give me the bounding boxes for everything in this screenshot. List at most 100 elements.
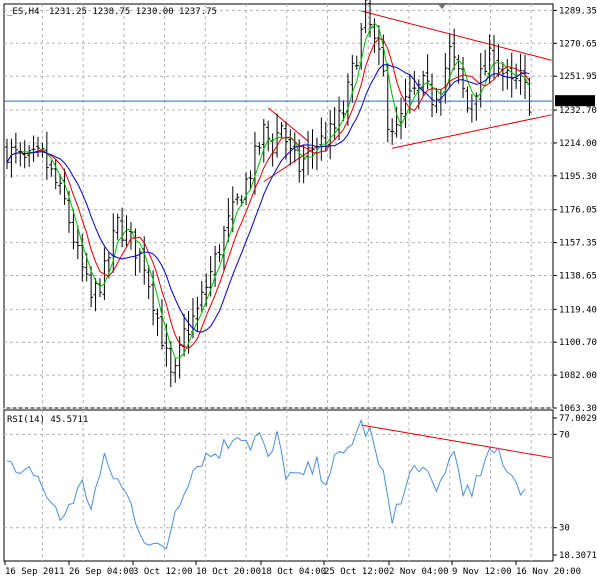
price-bar: [13, 132, 18, 164]
price-bar: [146, 265, 151, 300]
price-trendline: [392, 114, 552, 149]
time-tick-label: 2 Nov 04:00: [389, 567, 449, 577]
price-tick-label: 1195.30: [559, 172, 597, 182]
price-bar: [235, 193, 240, 205]
current-price-box: [555, 95, 595, 107]
price-bar: [394, 106, 399, 138]
time-tick-label: 16 Nov 20:00: [516, 567, 581, 577]
price-bar: [452, 28, 457, 71]
price-bar: [509, 52, 514, 98]
price-bar: [27, 145, 32, 167]
price-bar: [483, 49, 488, 76]
price-bar: [376, 25, 381, 65]
price-tick-label: 1082.00: [559, 371, 597, 381]
price-bar: [447, 33, 452, 88]
rsi-series-line: [6, 418, 526, 550]
price-tick-label: 1119.40: [559, 305, 597, 315]
price-tick-label: 1289.35: [559, 6, 597, 16]
price-pane[interactable]: _ES,H4 1231.25 1238.75 1230.00 1237.75: [3, 0, 554, 409]
ma-fast-line: [6, 22, 530, 359]
price-bar: [288, 129, 293, 166]
chart-ohlc: 1231.25 1238.75 1230.00 1237.75: [49, 7, 217, 17]
price-tick-label: 1214.00: [559, 139, 597, 149]
price-bar: [425, 54, 430, 89]
rsi-title: RSI(14) 45.5711: [7, 415, 88, 425]
rsi-tick-label: 77.0029: [559, 414, 597, 424]
current-price-label: 1237.75: [557, 97, 595, 107]
price-bar: [120, 207, 125, 248]
time-tick-label: 9 Nov 12:00: [452, 567, 512, 577]
time-tick-label: 16 Sep 2011: [5, 567, 65, 577]
time-axis: 16 Sep 2011 26 Sep 04:003 Oct 12:00 10 Oct…: [4, 561, 581, 577]
price-bar: [412, 71, 417, 95]
price-bar: [261, 118, 266, 163]
price-tick-label: 1157.35: [559, 239, 597, 249]
price-candles: [5, 0, 532, 388]
price-bar: [301, 144, 306, 184]
price-bar: [195, 296, 200, 332]
chart-symbol: _ES,H4: [7, 7, 40, 17]
price-bar: [168, 341, 173, 388]
current-price-marker: 1237.75: [555, 95, 595, 107]
price-bar: [465, 86, 470, 113]
rsi-tick-label: 70: [559, 430, 570, 440]
price-pane-frame: [3, 3, 554, 409]
price-tick-label: 1232.70: [559, 106, 597, 116]
price-bar: [9, 138, 14, 178]
moving-averages: [6, 22, 530, 359]
price-bar: [213, 245, 218, 288]
rsi-axis: 77.0029 70 30 18.3071: [553, 414, 597, 561]
price-bar: [173, 358, 178, 383]
price-bar: [71, 209, 76, 250]
rsi-tick-label: 30: [559, 524, 570, 534]
price-bar: [257, 142, 262, 155]
rsi-trendline: [361, 424, 552, 459]
price-tick-label: 1100.70: [559, 338, 597, 348]
scroll-marker-icon: [437, 3, 447, 9]
price-bar: [49, 160, 54, 177]
price-bar: [514, 63, 519, 89]
price-axis: 1289.35 1270.65 1251.95 1232.70 1214.00 1195.…: [553, 6, 597, 414]
price-bar: [354, 55, 359, 70]
time-tick-label: 10 Oct 20:00: [196, 567, 261, 577]
price-bar: [496, 44, 501, 77]
price-bar: [266, 120, 271, 152]
price-bar: [44, 131, 49, 180]
price-bar: [523, 54, 528, 100]
rsi-tick-label: 18.3071: [559, 551, 597, 561]
price-bar: [31, 135, 36, 162]
price-bar: [53, 158, 58, 190]
price-bar: [310, 129, 315, 169]
price-tick-label: 1270.65: [559, 39, 597, 49]
price-bar: [306, 130, 311, 176]
price-bar: [89, 266, 94, 308]
price-bar: [115, 213, 120, 240]
price-bar: [461, 57, 466, 98]
time-tick-label: 25 Oct 12:00: [324, 567, 389, 577]
price-bar: [350, 54, 355, 103]
rsi-pane-frame: [3, 409, 554, 562]
price-bar: [133, 228, 138, 276]
price-bar: [363, 0, 368, 34]
price-bar: [434, 87, 439, 113]
price-bar: [341, 100, 346, 122]
price-bar: [186, 311, 191, 354]
rsi-grid: [4, 410, 553, 561]
price-bar: [159, 299, 164, 350]
price-bar: [18, 141, 23, 167]
price-tick-label: 1138.65: [559, 271, 597, 281]
price-bar: [75, 225, 80, 260]
rsi-pane[interactable]: RSI(14) 45.5711: [3, 409, 554, 562]
price-tick-label: 1063.30: [559, 404, 597, 414]
price-bar: [58, 173, 63, 195]
ma-slow-line: [6, 64, 530, 333]
price-bar: [199, 281, 204, 312]
price-bar: [217, 244, 222, 262]
price-tick-label: 1176.05: [559, 206, 597, 216]
price-bar: [22, 140, 27, 169]
price-bar: [372, 18, 377, 54]
price-tick-label: 1251.95: [559, 72, 597, 82]
price-bar: [332, 106, 337, 141]
time-tick-label: 18 Oct 04:00: [261, 567, 326, 577]
